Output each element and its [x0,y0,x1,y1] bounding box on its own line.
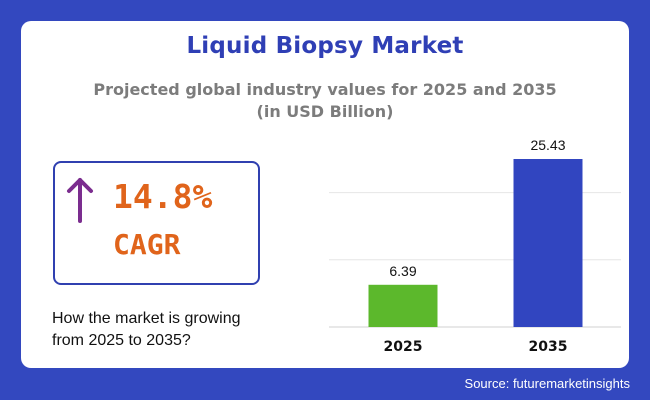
data-label-2025: 6.39 [389,263,416,279]
growth-question: How the market is growing from 2025 to 2… [52,308,241,352]
bar-2035 [513,159,583,327]
cagr-label: CAGR [113,228,181,261]
question-line-2: from 2025 to 2035? [52,332,191,349]
bar-chart: 6.39 2025 25.43 2035 [329,137,621,355]
cagr-box: 14.8% CAGR [53,161,260,285]
question-line-1: How the market is growing [52,310,241,327]
bar-2025 [368,284,438,327]
subtitle-line-1: Projected global industry values for 202… [93,80,557,99]
chart-title: Liquid Biopsy Market [186,33,464,59]
subtitle-line-2: (in USD Billion) [256,102,394,121]
source-note: Source: futuremarketinsights [464,376,630,391]
arrow-up-icon [67,178,93,223]
data-label-2035: 25.43 [530,137,565,153]
chart-card: Liquid Biopsy Market Projected global in… [21,21,629,368]
chart-subtitle: Projected global industry values for 202… [21,79,629,123]
x-tick-label-2025: 2025 [384,339,423,355]
x-tick-label-2035: 2035 [529,339,568,355]
cagr-value: 14.8% [113,177,213,216]
